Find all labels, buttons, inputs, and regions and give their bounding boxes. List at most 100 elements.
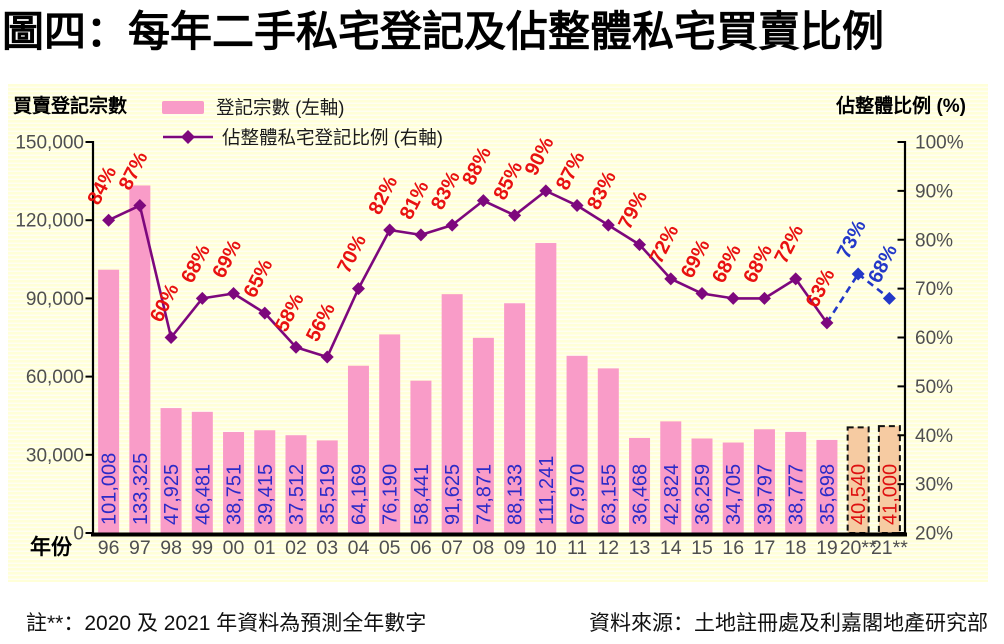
- diamond-marker: [414, 228, 428, 242]
- x-tick-label: 08: [473, 537, 495, 559]
- bar-value-label: 67,970: [567, 464, 589, 525]
- line-series-swatch: [163, 130, 213, 144]
- bar: [660, 421, 682, 533]
- bar: [129, 185, 151, 533]
- source-note: 資料來源：土地註冊處及利嘉閣地產研究部: [589, 612, 988, 635]
- bar-value-label: 47,925: [161, 464, 183, 525]
- bar-value-label: 64,169: [348, 464, 370, 525]
- notes-row: 註**：2020 及 2021 年資料為預測全年數字 資料來源：土地註冊處及利嘉…: [0, 607, 1004, 637]
- pct-label: 69%: [208, 236, 246, 282]
- line-segment: [482, 199, 516, 217]
- legend-line-label: 佔整體私宅登記比例 (右軸): [222, 127, 443, 148]
- diamond-marker: [383, 223, 397, 237]
- bar-value-label: 63,155: [598, 464, 620, 525]
- diamond-marker: [227, 287, 241, 301]
- x-tick-label: 98: [160, 537, 182, 559]
- bar-value-label: 39,415: [255, 464, 277, 525]
- x-tick-label: 15: [691, 537, 713, 559]
- bar-value-label: 36,259: [692, 464, 714, 525]
- pct-label: 68%: [864, 241, 902, 287]
- diamond-marker: [102, 213, 116, 227]
- axes: 150,000 120,000 90,000 60,000 30,000 0 100% 90%…: [15, 133, 963, 545]
- footnote: 註**：2020 及 2021 年資料為預測全年數字: [26, 612, 427, 635]
- bars: [98, 185, 901, 535]
- diamond-marker: [601, 218, 615, 232]
- right-tick-label: 30%: [915, 475, 953, 496]
- pct-label: 65%: [240, 255, 278, 301]
- pct-label: 72%: [646, 221, 684, 267]
- right-tick-label: 20%: [915, 524, 953, 545]
- pct-label: 68%: [739, 241, 777, 287]
- diamond-marker: [851, 267, 865, 281]
- line-segment: [576, 204, 609, 227]
- pct-label: 83%: [427, 168, 465, 214]
- bar: [566, 355, 588, 533]
- diamond-marker: [476, 194, 490, 208]
- bar-value-label: 111,241: [536, 456, 558, 525]
- diamond-marker: [633, 238, 647, 252]
- pct-label: 83%: [583, 168, 621, 214]
- bar: [472, 337, 494, 533]
- bar: [223, 431, 245, 533]
- x-tick-label: 19: [816, 537, 838, 559]
- bar-value-label: 133,325: [130, 453, 152, 525]
- x-tick-label: 20**: [840, 537, 877, 559]
- right-tick-label: 40%: [915, 426, 953, 447]
- x-tick-label: 17: [754, 537, 776, 559]
- pct-label: 79%: [614, 187, 652, 233]
- x-tick-labels: 96 97 98 99 00 01 02 03 04 05 06 07 08 09 10 11 12 13 14 15…: [30, 535, 908, 559]
- x-tick-label: 99: [191, 537, 213, 559]
- legend-item-line: 佔整體私宅登記比例 (右軸): [162, 127, 443, 148]
- pct-labels: 84%87%60%68%69%65%58%56%70%82%81%83%88%8…: [83, 133, 902, 345]
- line-segment: [670, 277, 703, 295]
- bar-value-label: 38,751: [224, 464, 246, 525]
- x-tick-label: 97: [129, 537, 151, 559]
- line-segment: [357, 229, 391, 290]
- bar: [441, 294, 463, 533]
- pct-label: 88%: [458, 143, 496, 189]
- diamond-marker: [570, 199, 584, 213]
- diamond-marker: [289, 340, 303, 354]
- line-segment: [170, 297, 204, 339]
- pct-label: 73%: [833, 216, 871, 262]
- diamond-marker: [789, 272, 803, 286]
- right-tick-label: 50%: [915, 377, 953, 398]
- bar: [597, 368, 619, 533]
- bar: [347, 365, 369, 533]
- left-tick-label: 30,000: [26, 445, 84, 466]
- chart-plot: 101,008 133,325 47,925 46,481 38,751 39,415 37…: [15, 133, 963, 560]
- bar-value-label: 88,133: [505, 464, 527, 525]
- x-tick-label: 96: [98, 537, 120, 559]
- bar: [410, 380, 432, 533]
- bar-forecast: [846, 426, 870, 535]
- diamond-marker: [351, 282, 365, 296]
- diamond-marker: [726, 291, 740, 305]
- bar: [816, 439, 838, 533]
- x-tick-label: 07: [441, 537, 463, 559]
- x-tick-label: 02: [285, 537, 307, 559]
- left-tick-label: 60,000: [26, 367, 84, 388]
- x-tick-label: 16: [722, 537, 744, 559]
- right-axis-title: 佔整體比例 (%): [836, 96, 966, 117]
- pct-label: 85%: [489, 158, 527, 204]
- bar: [379, 334, 401, 533]
- x-tick-label: 14: [660, 537, 682, 559]
- pct-label: 72%: [771, 221, 809, 267]
- x-axis-caption: 年份: [30, 535, 73, 559]
- bar: [753, 429, 775, 533]
- pct-label: 63%: [802, 265, 840, 311]
- x-tick-label: 05: [379, 537, 401, 559]
- bar-value-label: 40,540: [848, 464, 870, 525]
- diamond-marker: [258, 306, 272, 320]
- bar-value-label: 76,190: [380, 464, 402, 525]
- bar-value-label: 91,625: [442, 464, 464, 525]
- diamond-marker: [820, 316, 834, 330]
- bar-value-label: 35,698: [817, 464, 839, 525]
- pct-label: 60%: [146, 280, 184, 326]
- pct-label: 58%: [271, 290, 309, 336]
- bar: [316, 440, 338, 533]
- x-tick-label: 04: [348, 537, 370, 559]
- bar: [191, 411, 213, 533]
- diamond-marker: [882, 291, 896, 305]
